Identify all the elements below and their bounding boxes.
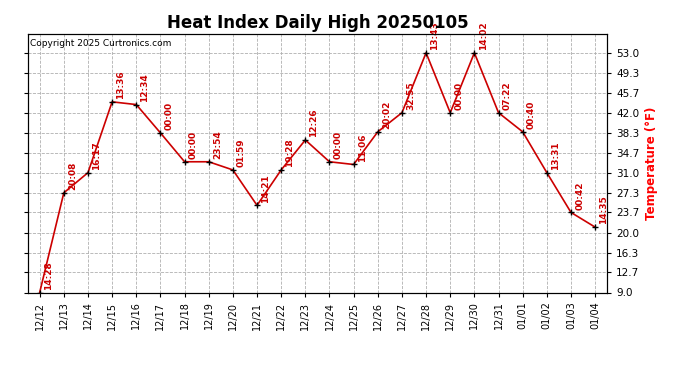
Text: 19:28: 19:28 <box>286 138 295 167</box>
Text: 14:35: 14:35 <box>600 196 609 224</box>
Text: 14:02: 14:02 <box>479 21 488 50</box>
Text: 20:08: 20:08 <box>68 162 77 190</box>
Text: Copyright 2025 Curtronics.com: Copyright 2025 Curtronics.com <box>30 39 172 48</box>
Text: 14:28: 14:28 <box>44 261 53 290</box>
Text: 00:00: 00:00 <box>189 131 198 159</box>
Text: 12:34: 12:34 <box>141 73 150 102</box>
Text: 13:36: 13:36 <box>117 70 126 99</box>
Text: 00:00: 00:00 <box>165 102 174 130</box>
Text: 01:59: 01:59 <box>237 138 246 167</box>
Text: 00:00: 00:00 <box>334 131 343 159</box>
Text: 00:40: 00:40 <box>527 100 536 129</box>
Text: 00:00: 00:00 <box>455 82 464 110</box>
Text: 00:42: 00:42 <box>575 181 584 210</box>
Text: 13:31: 13:31 <box>551 141 560 170</box>
Text: 32:55: 32:55 <box>406 81 415 110</box>
Text: 12:26: 12:26 <box>310 109 319 137</box>
Text: 13:43: 13:43 <box>431 21 440 50</box>
Text: 11:06: 11:06 <box>358 133 367 162</box>
Title: Heat Index Daily High 20250105: Heat Index Daily High 20250105 <box>166 14 469 32</box>
Text: 20:02: 20:02 <box>382 100 391 129</box>
Text: 23:54: 23:54 <box>213 130 222 159</box>
Text: 14:21: 14:21 <box>262 174 270 202</box>
Text: 07:22: 07:22 <box>503 81 512 110</box>
Y-axis label: Temperature (°F): Temperature (°F) <box>645 106 658 220</box>
Text: 16:17: 16:17 <box>92 141 101 170</box>
